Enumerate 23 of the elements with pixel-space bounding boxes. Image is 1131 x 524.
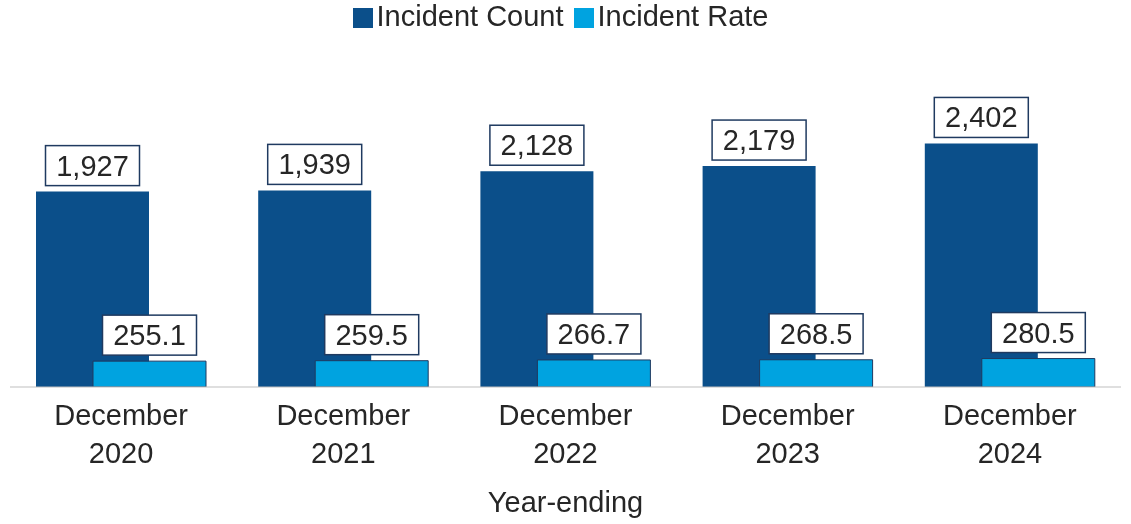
data-label: 1,939 (278, 148, 351, 181)
x-tick-label: December 2020 (54, 399, 189, 469)
data-label: 1,927 (56, 149, 129, 182)
data-label: 2,128 (500, 129, 574, 162)
legend-label: Incident Count (376, 0, 564, 32)
bar (536, 359, 651, 387)
data-label: 266.7 (557, 317, 631, 350)
x-tick-label: December 2023 (720, 399, 855, 469)
bar (981, 358, 1096, 387)
x-axis-title: Year-ending (487, 486, 644, 518)
data-label: 268.5 (779, 317, 853, 350)
bar (759, 359, 874, 387)
legend-label: Incident Rate (597, 0, 769, 32)
data-label: 255.1 (113, 319, 186, 352)
bar (92, 360, 207, 387)
data-label: 2,179 (722, 124, 796, 157)
x-tick-label: December 2021 (276, 399, 411, 469)
x-tick-label: December 2024 (943, 399, 1078, 469)
bar (314, 360, 429, 387)
data-label: 259.5 (335, 318, 408, 351)
data-label: 2,402 (945, 101, 1018, 134)
x-tick-label: December 2022 (498, 399, 633, 469)
data-label: 280.5 (1002, 316, 1075, 349)
